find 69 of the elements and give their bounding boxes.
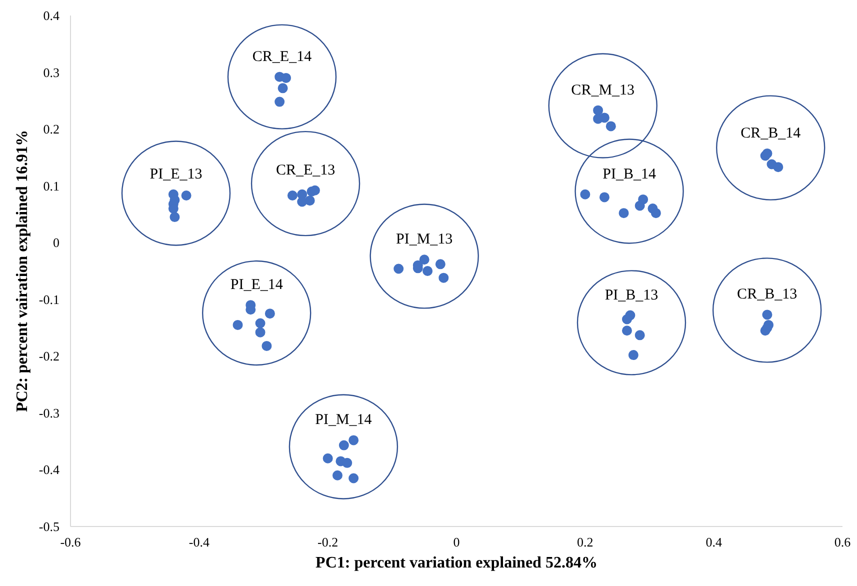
point — [762, 322, 772, 333]
point — [348, 473, 359, 484]
point — [170, 212, 180, 222]
point — [419, 254, 430, 265]
point — [638, 194, 648, 204]
series-label: PI_B_14 — [602, 166, 656, 182]
y-tick-label: 0.3 — [43, 64, 60, 80]
point — [622, 314, 632, 324]
x-tick-label: 0.4 — [706, 534, 722, 550]
point — [181, 190, 192, 200]
series-label: CR_B_13 — [737, 286, 798, 303]
point — [622, 326, 632, 336]
point — [438, 272, 449, 283]
point — [422, 266, 433, 276]
y-tick-label: -0.4 — [38, 462, 60, 478]
point — [580, 189, 590, 200]
series-label: CR_E_14 — [252, 48, 312, 65]
point — [593, 105, 604, 116]
point — [634, 330, 645, 340]
point — [338, 440, 349, 450]
x-tick-label: -0.6 — [60, 534, 82, 550]
point — [394, 264, 404, 274]
point — [650, 208, 661, 218]
series-label: PI_E_14 — [230, 277, 284, 294]
point — [762, 310, 772, 320]
point — [628, 350, 638, 360]
point — [262, 340, 272, 351]
point — [599, 192, 610, 202]
y-tick-label: 0.2 — [43, 122, 60, 137]
point — [287, 190, 298, 200]
point — [332, 470, 342, 480]
series-label: PI_E_13 — [150, 166, 202, 182]
y-tick-label: 0.4 — [43, 8, 60, 23]
y-tick-label: -0.5 — [38, 519, 60, 534]
point — [342, 458, 352, 468]
y-tick-label: -0.1 — [38, 292, 60, 307]
point — [348, 435, 359, 446]
point — [281, 72, 292, 83]
x-tick-label: 0.6 — [834, 534, 852, 550]
x-tick-label: 0.2 — [577, 534, 594, 550]
y-tick-label: -0.2 — [38, 348, 60, 364]
x-axis-title: PC1: percent variation explained 52.84% — [316, 554, 598, 572]
x-tick-label: 0 — [453, 534, 460, 550]
y-tick-label: -0.3 — [38, 405, 60, 420]
series-label: CR_M_13 — [571, 82, 635, 98]
series-label: CR_B_14 — [740, 125, 802, 142]
point — [232, 320, 243, 330]
y-axis-title: PC2: percent vairation explained 16.91% — [14, 130, 31, 412]
y-tick-label: 0.1 — [43, 178, 60, 194]
point — [255, 318, 266, 328]
point — [255, 327, 266, 338]
y-tick-label: 0 — [53, 235, 60, 250]
point — [599, 112, 610, 123]
point — [274, 96, 285, 107]
point — [762, 148, 772, 158]
series-label: CR_E_13 — [276, 162, 336, 178]
x-tick-label: -0.4 — [188, 534, 210, 550]
point — [322, 453, 333, 464]
series-label: PI_M_13 — [396, 232, 453, 248]
point — [278, 83, 288, 94]
point — [618, 208, 629, 218]
point — [435, 259, 446, 270]
series-label: PI_M_14 — [315, 412, 372, 428]
point — [773, 162, 784, 172]
x-tick-label: -0.2 — [318, 534, 338, 550]
point — [264, 308, 275, 319]
point — [304, 196, 315, 206]
point — [606, 121, 616, 132]
series-label: PI_B_13 — [604, 287, 658, 304]
